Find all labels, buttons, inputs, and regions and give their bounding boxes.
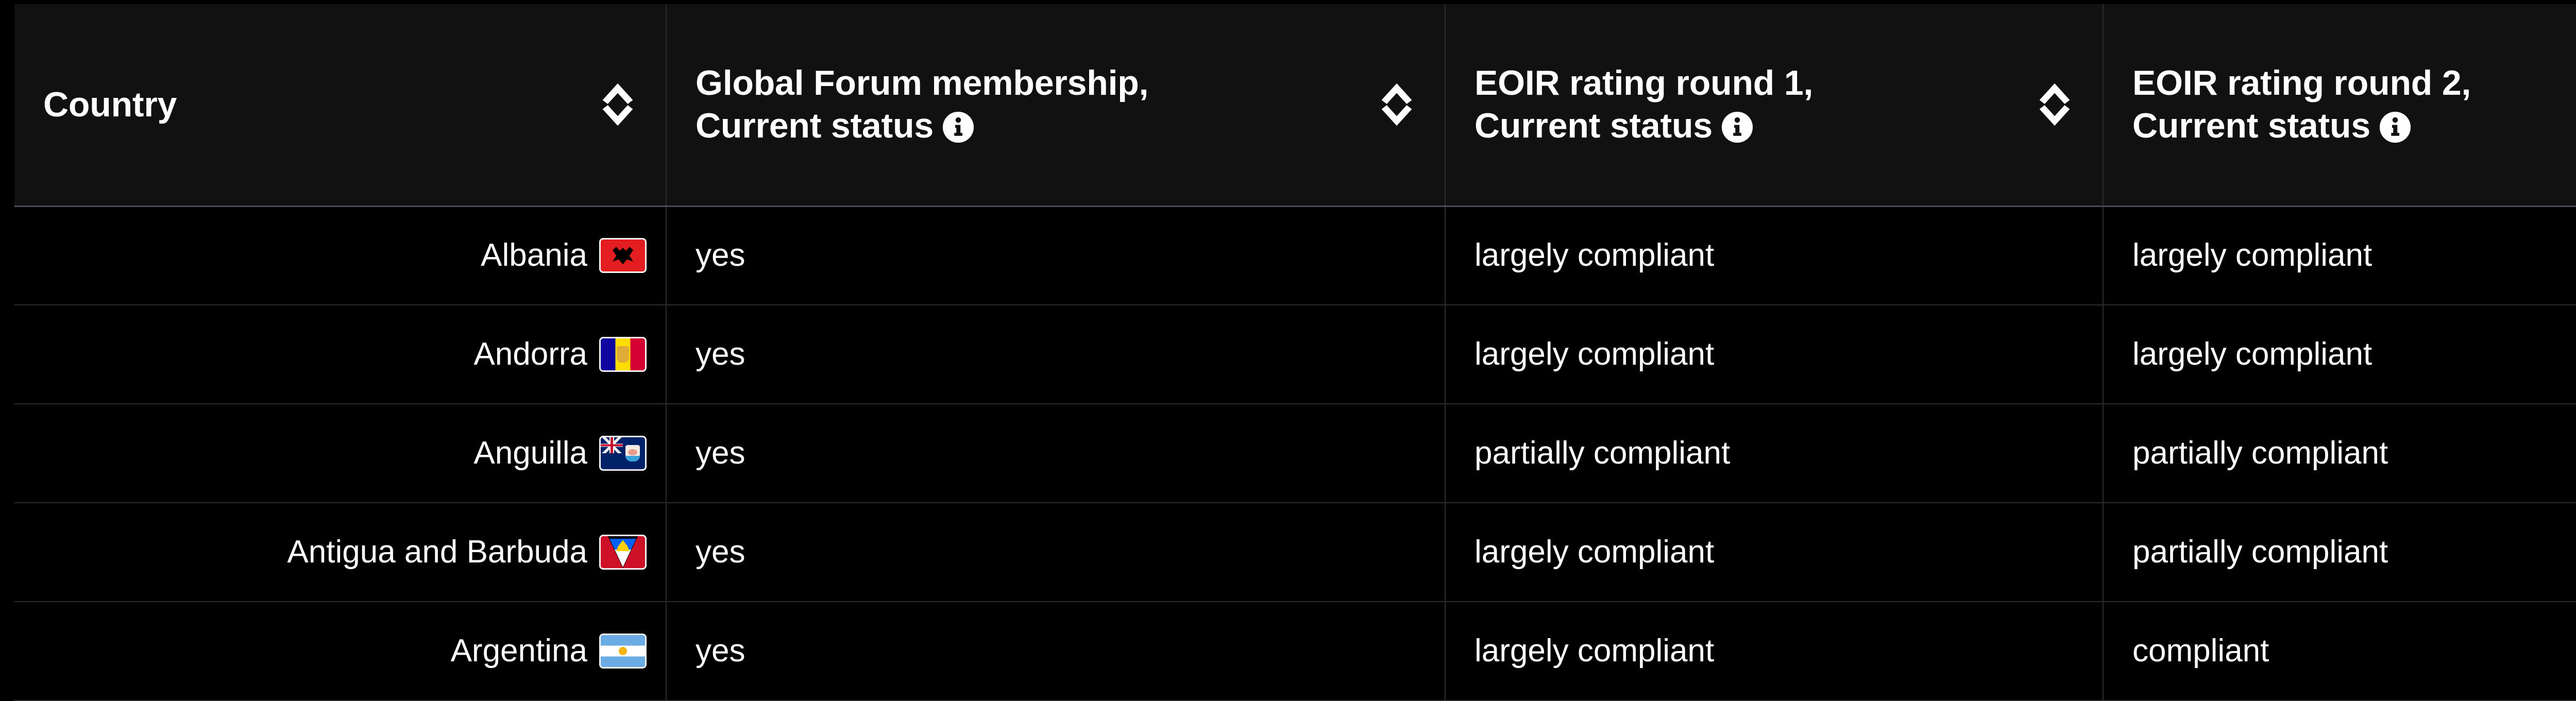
cell-eoir-round-1: largely compliant [1445, 206, 2104, 305]
cell-eoir-round-2: partially compliant [2103, 503, 2576, 602]
column-header-line-2: Current status [2132, 106, 2370, 146]
column-header-line-1: EOIR rating round 2, [2132, 63, 2471, 103]
cell-eoir-round-1: largely compliant [1445, 503, 2104, 602]
column-header-country-label: Country [43, 83, 177, 126]
column-header-line-2: Current status [696, 106, 934, 146]
cell-country: Anguilla [14, 404, 667, 503]
cell-eoir-round-1: largely compliant [1445, 305, 2104, 404]
table-body: Albania yes largely compliant largely co… [14, 206, 2576, 701]
flag-anguilla-icon [601, 437, 645, 469]
cell-global-forum-membership: yes [666, 206, 1446, 305]
column-header-line-1: EOIR rating round 1, [1475, 63, 1814, 103]
sort-icon[interactable] [2036, 80, 2074, 129]
column-header-eoir-round-2-label: EOIR rating round 2, Current status [2132, 62, 2471, 147]
table-row[interactable]: Albania yes largely compliant largely co… [14, 206, 2576, 305]
country-compliance-table: Country Global Forum membersh [14, 4, 2576, 701]
cell-global-forum-membership: yes [666, 503, 1446, 602]
column-header-global-forum-membership[interactable]: Global Forum membership, Current status [666, 4, 1446, 207]
cell-country: Albania [14, 206, 667, 305]
cell-country: Argentina [14, 602, 667, 701]
flag-argentina-icon [601, 635, 645, 667]
table-row[interactable]: Antigua and Barbuda yes largely complian… [14, 503, 2576, 602]
country-name: Anguilla [473, 435, 587, 471]
info-icon[interactable] [942, 112, 974, 143]
cell-global-forum-membership: yes [666, 602, 1446, 701]
column-header-line-1: Global Forum membership, [696, 63, 1149, 103]
cell-eoir-round-2: largely compliant [2103, 305, 2576, 404]
column-header-line-2: Current status [1475, 106, 1713, 146]
sort-icon[interactable] [1378, 80, 1416, 129]
flag-albania-icon [601, 240, 645, 272]
cell-eoir-round-1: largely compliant [1445, 602, 2104, 701]
country-name: Argentina [450, 632, 587, 669]
cell-country: Andorra [14, 305, 667, 404]
table-row[interactable]: Argentina yes largely compliant complian… [14, 602, 2576, 701]
table-header: Country Global Forum membersh [14, 4, 2576, 207]
column-header-country-text: Country [43, 84, 177, 124]
cell-eoir-round-2: compliant [2103, 602, 2576, 701]
info-icon[interactable] [2379, 112, 2411, 143]
country-name: Antigua and Barbuda [287, 534, 587, 570]
column-header-eoir-round-1-label: EOIR rating round 1, Current status [1475, 62, 1813, 147]
column-header-eoir-round-2[interactable]: EOIR rating round 2, Current status [2103, 4, 2576, 207]
cell-global-forum-membership: yes [666, 305, 1446, 404]
column-header-eoir-round-1[interactable]: EOIR rating round 1, Current status [1445, 4, 2104, 207]
country-name: Albania [481, 237, 587, 273]
table-row[interactable]: Andorra yes largely compliant largely co… [14, 305, 2576, 404]
flag-antigua-and-barbuda-icon [601, 536, 645, 568]
cell-eoir-round-2: partially compliant [2103, 404, 2576, 503]
table-row[interactable]: Anguilla yes partially compliant partial… [14, 404, 2576, 503]
info-icon[interactable] [1721, 112, 1753, 143]
column-header-global-forum-membership-label: Global Forum membership, Current status [696, 62, 1149, 147]
flag-andorra-icon [601, 338, 645, 370]
country-name: Andorra [473, 336, 587, 372]
cell-country: Antigua and Barbuda [14, 503, 667, 602]
data-table-container: Country Global Forum membersh [14, 4, 2576, 701]
cell-eoir-round-1: partially compliant [1445, 404, 2104, 503]
column-header-country[interactable]: Country [14, 4, 667, 207]
cell-global-forum-membership: yes [666, 404, 1446, 503]
cell-eoir-round-2: largely compliant [2103, 206, 2576, 305]
sort-icon[interactable] [599, 80, 637, 129]
table-header-row: Country Global Forum membersh [14, 4, 2576, 207]
